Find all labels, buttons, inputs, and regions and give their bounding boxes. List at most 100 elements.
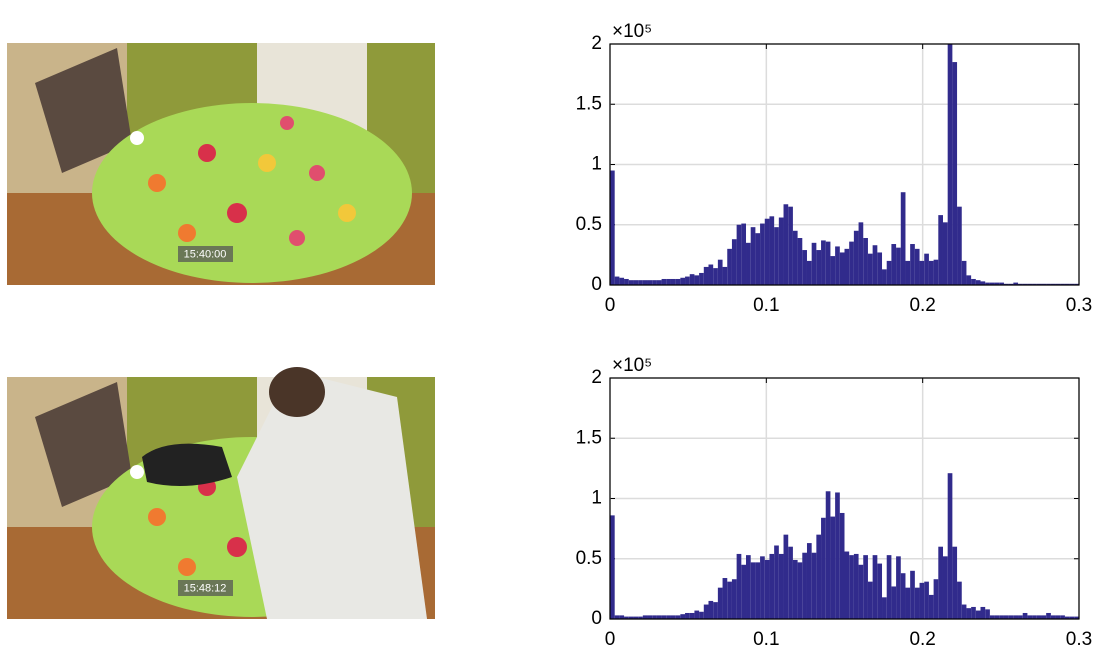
timestamp: 15:48:12 bbox=[184, 582, 227, 594]
bar bbox=[718, 588, 723, 619]
y-tick-label: 1 bbox=[591, 488, 602, 509]
y-tick-label: 1.5 bbox=[576, 427, 602, 448]
bar bbox=[971, 279, 976, 285]
bar bbox=[854, 554, 859, 619]
x-tick-label: 0 bbox=[605, 295, 616, 316]
bar bbox=[835, 246, 840, 285]
bar bbox=[760, 224, 765, 285]
bar bbox=[629, 280, 634, 285]
x-tick-label: 0.3 bbox=[1066, 629, 1092, 649]
bar bbox=[868, 254, 873, 285]
bar bbox=[971, 607, 976, 619]
bar bbox=[638, 280, 643, 285]
bar bbox=[755, 233, 760, 285]
bar bbox=[812, 553, 817, 619]
bar bbox=[807, 543, 812, 619]
bar bbox=[713, 268, 718, 285]
bar bbox=[943, 556, 948, 619]
bar bbox=[643, 280, 648, 285]
bar bbox=[751, 562, 756, 619]
bar bbox=[662, 279, 667, 285]
bar bbox=[793, 560, 798, 619]
y-multiplier: ×10⁵ bbox=[612, 21, 652, 42]
bar bbox=[962, 605, 967, 619]
bar bbox=[784, 535, 789, 619]
bar bbox=[929, 595, 934, 619]
bar bbox=[966, 608, 971, 619]
bar bbox=[812, 243, 817, 285]
bar bbox=[713, 602, 718, 619]
bar bbox=[779, 554, 784, 619]
bar bbox=[737, 554, 742, 619]
bar bbox=[835, 492, 840, 619]
bar bbox=[952, 62, 957, 285]
bar bbox=[891, 244, 896, 285]
bar bbox=[845, 249, 850, 285]
bar bbox=[732, 239, 737, 285]
bar bbox=[708, 601, 713, 619]
bar bbox=[619, 278, 624, 285]
bar bbox=[704, 605, 709, 619]
bar bbox=[840, 513, 845, 619]
y-tick-label: 2 bbox=[591, 367, 602, 388]
bar bbox=[868, 582, 873, 619]
y-tick-label: 0 bbox=[591, 274, 602, 295]
bar bbox=[845, 552, 850, 619]
bar bbox=[751, 227, 756, 285]
x-tick-label: 0.3 bbox=[1066, 295, 1092, 316]
bar bbox=[816, 535, 821, 619]
x-tick-label: 0 bbox=[605, 629, 616, 649]
bar bbox=[849, 242, 854, 285]
bar bbox=[774, 227, 779, 285]
bar bbox=[863, 555, 868, 619]
bar bbox=[952, 547, 957, 619]
bar bbox=[948, 473, 953, 619]
bar bbox=[830, 256, 835, 285]
bar bbox=[920, 261, 925, 285]
bar bbox=[657, 280, 662, 285]
photo: 15:48:12 bbox=[7, 367, 435, 619]
y-multiplier: ×10⁵ bbox=[612, 355, 652, 376]
bar bbox=[854, 231, 859, 285]
bar bbox=[830, 517, 835, 619]
bar bbox=[873, 555, 878, 619]
bar bbox=[938, 215, 943, 285]
bar bbox=[746, 243, 751, 285]
x-tick-label: 0.2 bbox=[909, 629, 935, 649]
bar bbox=[887, 261, 892, 285]
bar bbox=[924, 582, 929, 619]
bar bbox=[962, 261, 967, 285]
y-tick-label: 0 bbox=[591, 608, 602, 629]
bar bbox=[859, 565, 864, 619]
bar bbox=[680, 614, 685, 619]
bar bbox=[732, 579, 737, 619]
bar bbox=[765, 560, 770, 619]
bar bbox=[765, 219, 770, 285]
y-tick-label: 0.5 bbox=[576, 548, 602, 569]
bar bbox=[769, 554, 774, 619]
y-tick-label: 1.5 bbox=[576, 93, 602, 114]
bar bbox=[976, 611, 981, 619]
y-tick-label: 2 bbox=[591, 33, 602, 54]
x-tick-label: 0.1 bbox=[753, 295, 779, 316]
bar bbox=[737, 225, 742, 285]
bar bbox=[685, 277, 690, 285]
bar bbox=[723, 267, 728, 285]
bar bbox=[915, 249, 920, 285]
bar bbox=[690, 274, 695, 285]
bar bbox=[615, 277, 620, 285]
bar bbox=[896, 248, 901, 285]
bar bbox=[624, 279, 629, 285]
bar bbox=[948, 44, 953, 285]
bar bbox=[718, 260, 723, 285]
bar bbox=[708, 265, 713, 285]
bar bbox=[910, 571, 915, 619]
bar bbox=[966, 275, 971, 285]
bar bbox=[680, 278, 685, 285]
bar bbox=[873, 245, 878, 285]
bar bbox=[648, 280, 653, 285]
bar bbox=[723, 578, 728, 619]
bar bbox=[901, 573, 906, 619]
bar bbox=[694, 275, 699, 285]
bar bbox=[746, 555, 751, 619]
